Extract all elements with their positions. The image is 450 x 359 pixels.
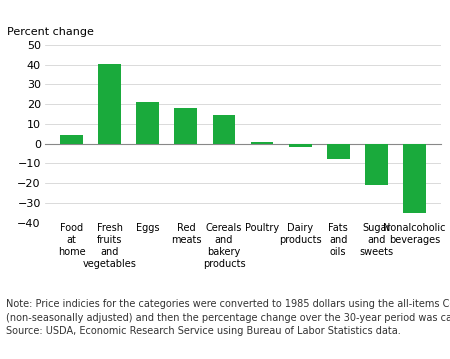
Bar: [60, 135, 83, 144]
Text: Food
at
home: Food at home: [58, 223, 86, 257]
Bar: [403, 144, 426, 213]
Text: Fats
and
oils: Fats and oils: [328, 223, 348, 257]
Text: Percent change: Percent change: [7, 27, 94, 37]
Bar: [98, 64, 121, 144]
Bar: [251, 142, 274, 144]
Bar: [289, 144, 311, 146]
Text: Red
meats: Red meats: [171, 223, 201, 244]
Text: Fresh
fruits
and
vegetables: Fresh fruits and vegetables: [83, 223, 137, 269]
Text: Poultry: Poultry: [245, 223, 279, 233]
Bar: [175, 108, 197, 144]
Text: Nonalcoholic
beverages: Nonalcoholic beverages: [383, 223, 446, 244]
Bar: [136, 102, 159, 144]
Text: Cereals
and
bakery
products: Cereals and bakery products: [202, 223, 245, 269]
Bar: [212, 115, 235, 144]
Bar: [365, 144, 388, 185]
Text: Sugar
and
sweets: Sugar and sweets: [359, 223, 393, 257]
Text: Note: Price indicies for the categories were converted to 1985 dollars using the: Note: Price indicies for the categories …: [6, 299, 450, 336]
Text: Dairy
products: Dairy products: [279, 223, 321, 244]
Text: Eggs: Eggs: [136, 223, 160, 233]
Bar: [327, 144, 350, 159]
Text: Change in inflation-adjusted retail prices, 1985-2014: Change in inflation-adjusted retail pric…: [6, 12, 402, 25]
